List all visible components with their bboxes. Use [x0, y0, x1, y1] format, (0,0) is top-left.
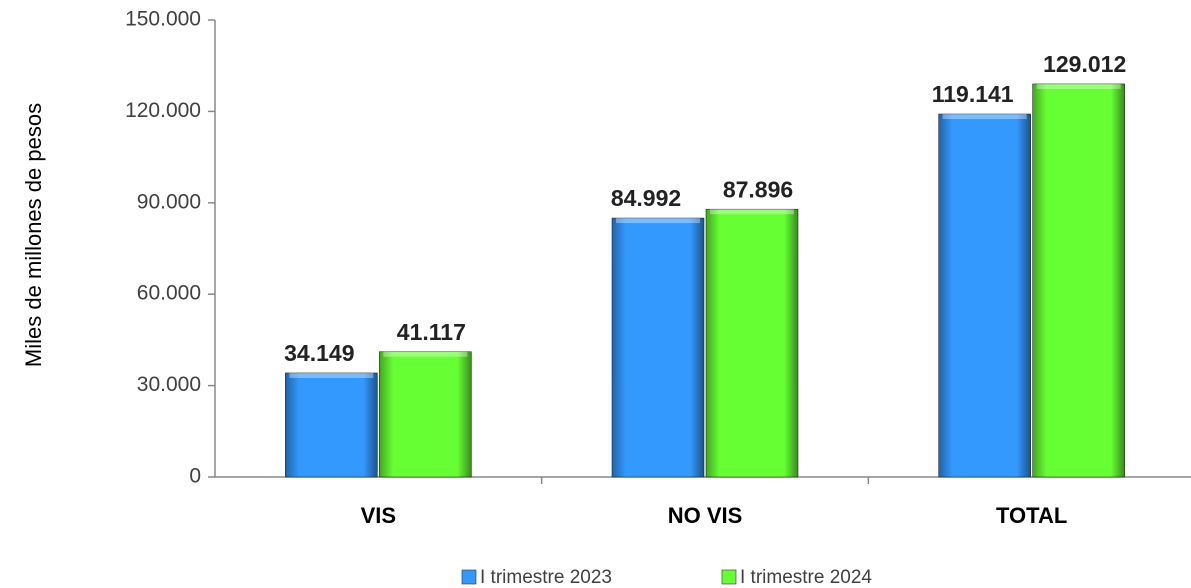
- bar-bevel: [383, 351, 468, 357]
- bar-bevel: [616, 218, 700, 224]
- bar-group: [705, 208, 799, 478]
- legend-swatch: [721, 569, 737, 585]
- bar-shade: [612, 218, 704, 477]
- value-label: 129.012: [1043, 51, 1126, 77]
- bar-shade: [379, 351, 472, 477]
- value-label: 119.141: [932, 81, 1014, 107]
- y-tick-label: 90.000: [137, 190, 201, 213]
- bar-group: [285, 372, 378, 478]
- y-tick-label: 150.000: [125, 8, 201, 31]
- bar-bevel: [289, 372, 374, 378]
- value-label: 41.117: [397, 319, 466, 345]
- y-tick-label: 30.000: [137, 373, 201, 396]
- bar-bevel: [710, 209, 794, 215]
- bar-shade: [706, 209, 798, 477]
- y-tick-label: 60.000: [137, 282, 201, 305]
- value-label: 34.149: [284, 340, 354, 366]
- y-tick-label: 120.000: [125, 99, 201, 122]
- y-tick-label: 0: [189, 465, 201, 488]
- bar-group: [938, 113, 1031, 478]
- legend-label: I trimestre 2023: [480, 567, 612, 588]
- y-axis-label: Miles de millones de pesos: [21, 103, 46, 367]
- x-tick-label: VIS: [361, 503, 396, 528]
- legend-swatch: [461, 569, 477, 585]
- bar-group: [379, 351, 472, 478]
- bar-group: [1032, 83, 1125, 478]
- value-label: 87.896: [723, 176, 793, 202]
- x-tick-label: NO VIS: [668, 503, 743, 528]
- bar-group: [611, 217, 705, 478]
- x-tick-label: TOTAL: [996, 503, 1067, 528]
- value-label: 84.992: [611, 185, 681, 211]
- bar-shade: [1032, 83, 1125, 477]
- legend-label: I trimestre 2024: [740, 567, 872, 588]
- bar-bevel: [1036, 83, 1121, 89]
- bar-shade: [285, 372, 378, 477]
- bar-bevel: [942, 114, 1027, 120]
- bar-shade: [938, 114, 1031, 477]
